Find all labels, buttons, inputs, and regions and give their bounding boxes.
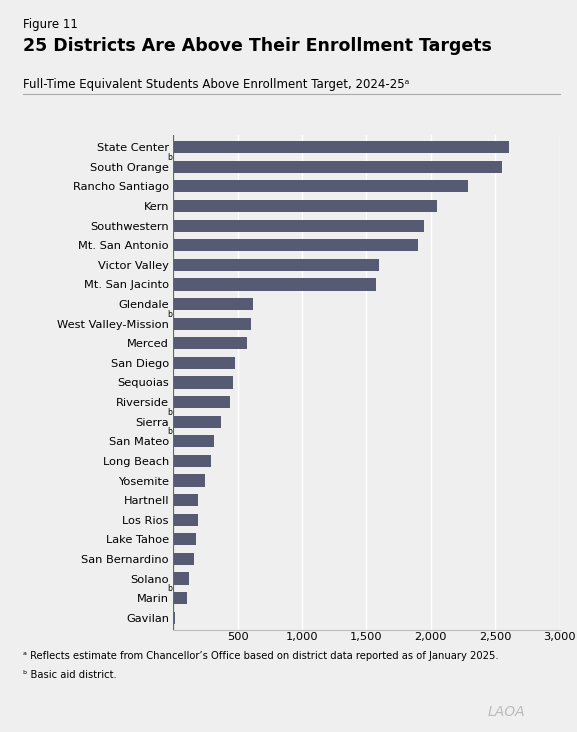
Bar	[173, 494, 198, 507]
Text: b: b	[167, 427, 172, 436]
Bar	[173, 553, 194, 565]
Text: ᵃ Reflects estimate from Chancellor’s Office based on district data reported as : ᵃ Reflects estimate from Chancellor’s Of…	[23, 651, 499, 662]
Bar	[173, 258, 379, 271]
Bar	[173, 239, 418, 251]
Bar	[173, 278, 376, 291]
Bar	[173, 514, 197, 526]
Bar	[173, 356, 235, 369]
Bar	[173, 376, 233, 389]
Text: b: b	[167, 153, 172, 162]
Text: Figure 11: Figure 11	[23, 18, 78, 31]
Text: LAOA: LAOA	[488, 705, 525, 719]
Bar	[173, 298, 253, 310]
Bar	[173, 533, 196, 545]
Text: b: b	[167, 584, 172, 594]
Bar	[173, 455, 211, 467]
Bar	[173, 220, 424, 232]
Bar	[173, 612, 175, 624]
Bar	[173, 141, 509, 153]
Bar	[173, 416, 222, 427]
Bar	[173, 161, 503, 173]
Bar	[173, 396, 230, 408]
Bar	[173, 474, 205, 487]
Bar	[173, 572, 189, 585]
Text: b: b	[167, 408, 172, 417]
Text: b: b	[167, 310, 172, 319]
Text: Full-Time Equivalent Students Above Enrollment Target, 2024-25ᵃ: Full-Time Equivalent Students Above Enro…	[23, 78, 409, 92]
Bar	[173, 592, 186, 604]
Bar	[173, 200, 437, 212]
Bar	[173, 318, 251, 329]
Bar	[173, 337, 247, 349]
Bar	[173, 180, 468, 193]
Text: ᵇ Basic aid district.: ᵇ Basic aid district.	[23, 670, 117, 680]
Bar	[173, 436, 213, 447]
Text: 25 Districts Are Above Their Enrollment Targets: 25 Districts Are Above Their Enrollment …	[23, 37, 492, 55]
